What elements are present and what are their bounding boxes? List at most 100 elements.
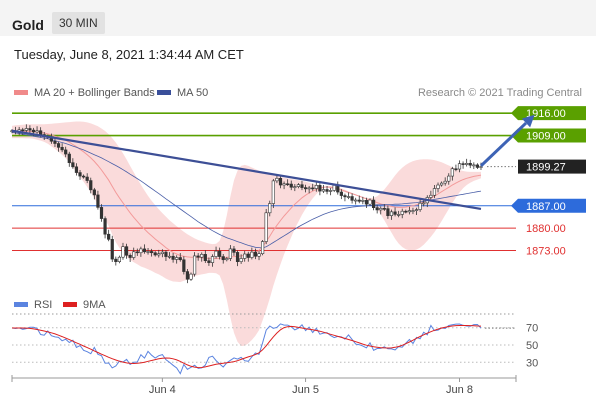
candle-body: [465, 163, 469, 165]
candle-body: [422, 202, 426, 205]
candle-body: [160, 251, 164, 254]
bollinger-legend-label: MA 20 + Bollinger Bands: [34, 87, 155, 99]
x-tick-label: Jun 4: [149, 384, 176, 396]
timeframe-badge[interactable]: 30 MIN: [52, 12, 105, 34]
candle-body: [28, 128, 32, 131]
candle-body: [71, 162, 75, 168]
candle-body: [282, 183, 286, 186]
candle-body: [96, 194, 100, 208]
candle-body: [275, 178, 279, 182]
candle-body: [218, 250, 222, 257]
rsi-line: [11, 323, 482, 375]
rsi-tick-label: 30: [526, 357, 538, 369]
candle-body: [142, 248, 147, 253]
candle-body: [235, 252, 240, 262]
candle-body: [268, 203, 272, 214]
candle-body: [214, 250, 218, 257]
ma50-line: [11, 131, 482, 249]
candle-body: [339, 191, 343, 196]
candle-body: [189, 273, 193, 280]
candle-body: [31, 129, 36, 133]
ma20-line: [11, 130, 482, 259]
bollinger-legend-swatch: [14, 90, 28, 95]
candle-body: [332, 185, 336, 191]
candle-body: [314, 185, 318, 189]
copyright-text: Research © 2021 Trading Central: [418, 87, 582, 99]
price-levels: [12, 106, 586, 251]
bollinger-band-area: [12, 121, 481, 346]
rsi-ma-legend-label: 9MA: [83, 299, 106, 311]
candle-body: [182, 259, 186, 272]
x-tick-label: Jun 5: [292, 384, 319, 396]
candle-body: [357, 199, 361, 202]
candle-body: [371, 199, 376, 208]
candle-body: [436, 184, 440, 189]
candle-body: [397, 214, 401, 216]
candle-body: [64, 149, 68, 155]
candle-body: [318, 185, 322, 192]
candle-body: [257, 253, 261, 257]
candle-body: [107, 233, 111, 240]
candle-body: [346, 196, 351, 198]
rsi-legend-swatch: [14, 302, 28, 307]
ma50-legend-swatch: [157, 90, 171, 95]
candle-body: [157, 253, 161, 256]
level-tag-resistance: [511, 128, 586, 143]
candle-body: [103, 218, 107, 235]
candle-body: [400, 210, 404, 215]
candle-body: [361, 200, 365, 202]
candle-body: [271, 180, 275, 204]
candle-body: [321, 189, 326, 192]
candle-body: [475, 164, 480, 168]
candle-body: [472, 164, 476, 167]
rsi-tick-label: 50: [526, 340, 538, 352]
candle-body: [311, 187, 315, 190]
candle-body: [60, 147, 64, 151]
moving-averages: [11, 130, 482, 259]
candle-body: [178, 257, 182, 261]
candle-body: [289, 183, 293, 188]
candle-body: [164, 251, 168, 257]
candle-body: [21, 129, 25, 132]
candle-body: [185, 271, 190, 280]
candle-body: [382, 208, 386, 210]
annotations: 1916.00 1909.00 1899.27 1887.00 1880.00 1873.…: [11, 108, 566, 257]
candle-body: [457, 163, 462, 170]
level-label-target: 1880.00: [526, 223, 566, 235]
candle-body: [393, 211, 397, 215]
trendline: [11, 129, 482, 211]
rsi-legend-label: RSI: [34, 299, 52, 311]
candle-body: [454, 168, 458, 171]
candles: [10, 124, 483, 284]
candle-body: [110, 239, 114, 260]
forecast-arrow-head: [521, 114, 535, 128]
candle-body: [375, 207, 379, 211]
candle-body: [196, 255, 200, 258]
candle-body: [232, 248, 236, 253]
candle-body: [225, 258, 229, 261]
candle-body: [167, 255, 172, 258]
candle-body: [411, 210, 415, 212]
candle-body: [74, 166, 79, 173]
candle-body: [82, 175, 86, 178]
bollinger-band-fill: [12, 121, 481, 346]
candle-body: [278, 178, 283, 186]
candle-body: [450, 168, 454, 177]
candle-body: [354, 199, 358, 202]
candle-body: [329, 190, 333, 192]
candle-body: [67, 153, 71, 163]
candle-body: [461, 163, 465, 165]
candle-body: [153, 252, 157, 256]
candle-body: [418, 202, 422, 210]
level-label-resistance: 1916.00: [526, 108, 566, 120]
candle-body: [150, 251, 154, 254]
candle-body: [239, 258, 243, 262]
candle-body: [39, 130, 43, 135]
candle-body: [56, 143, 61, 148]
candle-body: [264, 212, 268, 242]
candle-body: [99, 207, 104, 219]
time-axis: Jun 4 Jun 5 Jun 8: [11, 375, 517, 396]
level-label-resistance: 1909.00: [526, 131, 566, 143]
candle-body: [350, 196, 354, 201]
candle-body: [200, 254, 204, 258]
